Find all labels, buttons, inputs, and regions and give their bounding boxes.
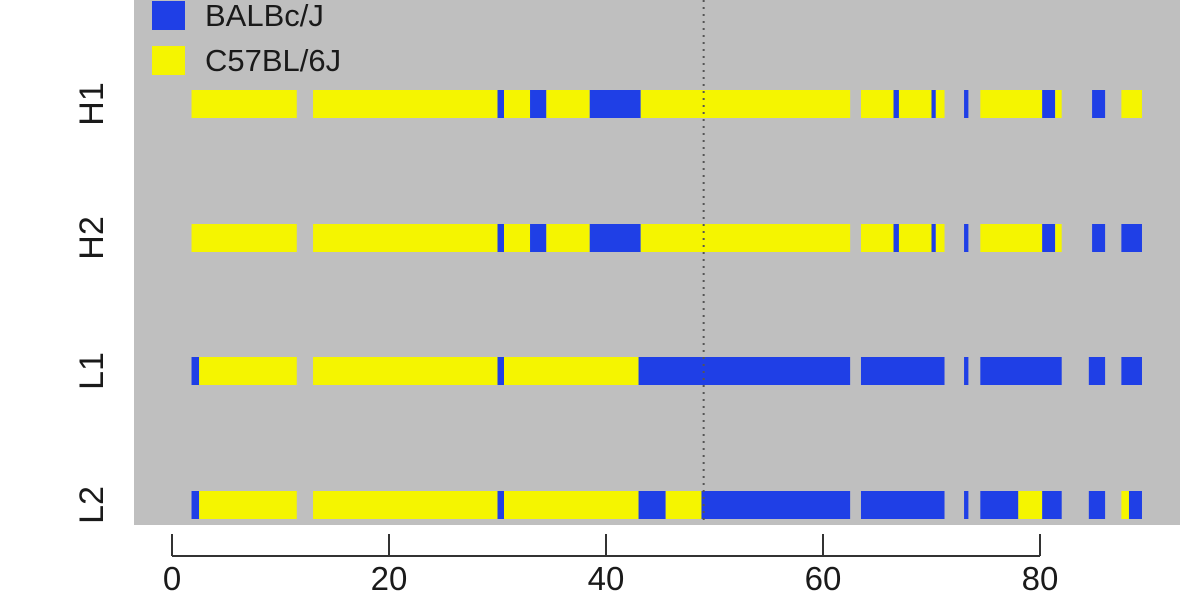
segment-l2-9-balbc-j	[964, 491, 969, 519]
segment-l2-11-c57bl-6j	[1018, 491, 1043, 519]
segment-l2-5-balbc-j	[638, 491, 666, 519]
segment-h1-8-c57bl-6j	[860, 90, 894, 118]
segment-l2-3-balbc-j	[497, 491, 505, 519]
track-label-l1: L1	[73, 352, 111, 390]
segment-l2-14-c57bl-6j	[1121, 491, 1129, 519]
segment-h1-5-c57bl-6j	[546, 90, 590, 118]
segment-h2-3-c57bl-6j	[504, 224, 531, 252]
x-tick-label-80: 80	[1022, 560, 1059, 597]
track-h1	[191, 90, 1142, 118]
segment-h1-0-c57bl-6j	[191, 90, 297, 118]
segment-h2-18-balbc-j	[1121, 224, 1142, 252]
legend-swatch-balbc-j	[152, 1, 185, 30]
x-tick-label-0: 0	[163, 560, 181, 597]
segment-h2-13-balbc-j	[964, 224, 969, 252]
segment-l1-4-c57bl-6j	[504, 357, 639, 385]
segment-h2-6-balbc-j	[589, 224, 641, 252]
segment-h1-18-c57bl-6j	[1121, 90, 1142, 118]
segment-l2-8-balbc-j	[860, 491, 945, 519]
segment-h1-2-balbc-j	[497, 90, 505, 118]
segment-l2-4-c57bl-6j	[504, 491, 639, 519]
segment-l1-6-balbc-j	[860, 357, 945, 385]
legend-label-balbc-j: BALBc/J	[205, 0, 324, 33]
segment-h1-16-c57bl-6j	[1055, 90, 1062, 118]
segment-l1-3-balbc-j	[497, 357, 505, 385]
legend-swatch-c57bl-6j	[152, 46, 185, 75]
segment-h1-4-balbc-j	[530, 90, 547, 118]
segment-h2-10-c57bl-6j	[898, 224, 932, 252]
segment-h1-3-c57bl-6j	[504, 90, 531, 118]
segment-l1-10-balbc-j	[1121, 357, 1142, 385]
segment-h1-6-balbc-j	[589, 90, 641, 118]
segment-l1-0-balbc-j	[191, 357, 200, 385]
x-tick-label-40: 40	[588, 560, 625, 597]
segment-h2-12-c57bl-6j	[935, 224, 945, 252]
track-area	[191, 90, 1142, 519]
segment-l2-6-c57bl-6j	[665, 491, 702, 519]
segment-h2-1-c57bl-6j	[313, 224, 498, 252]
segment-l2-12-balbc-j	[1042, 491, 1062, 519]
track-label-l2: L2	[73, 486, 111, 524]
x-axis: 0 20 40 60 80	[163, 534, 1059, 597]
segment-l2-0-balbc-j	[191, 491, 200, 519]
segment-h1-13-balbc-j	[964, 90, 969, 118]
segment-h2-17-balbc-j	[1092, 224, 1106, 252]
segment-h2-7-c57bl-6j	[640, 224, 851, 252]
track-l2	[191, 491, 1142, 519]
segment-h2-9-balbc-j	[893, 224, 899, 252]
segment-h1-11-balbc-j	[931, 90, 936, 118]
segment-l2-7-balbc-j	[701, 491, 851, 519]
segment-h2-5-c57bl-6j	[546, 224, 590, 252]
track-l1	[191, 357, 1142, 385]
segment-l2-1-c57bl-6j	[199, 491, 297, 519]
segment-h1-15-balbc-j	[1042, 90, 1056, 118]
segment-h1-1-c57bl-6j	[313, 90, 498, 118]
segment-h2-11-balbc-j	[931, 224, 936, 252]
track-h2	[191, 224, 1142, 252]
segment-h1-7-c57bl-6j	[640, 90, 851, 118]
segment-l2-15-balbc-j	[1128, 491, 1142, 519]
track-label-h1: H1	[73, 82, 111, 125]
segment-h2-2-balbc-j	[497, 224, 505, 252]
segment-h2-4-balbc-j	[530, 224, 547, 252]
plot-background	[134, 0, 1180, 525]
segment-h2-16-c57bl-6j	[1055, 224, 1062, 252]
segment-h1-17-balbc-j	[1092, 90, 1106, 118]
x-tick-label-20: 20	[371, 560, 408, 597]
segment-l1-8-balbc-j	[980, 357, 1062, 385]
segment-h2-8-c57bl-6j	[860, 224, 894, 252]
segment-l2-10-balbc-j	[980, 491, 1019, 519]
segment-h1-9-balbc-j	[893, 90, 899, 118]
segment-l1-2-c57bl-6j	[313, 357, 498, 385]
segment-h2-15-balbc-j	[1042, 224, 1056, 252]
segment-l1-9-balbc-j	[1088, 357, 1106, 385]
segment-l1-5-balbc-j	[638, 357, 851, 385]
segment-l1-1-c57bl-6j	[199, 357, 297, 385]
track-label-h2: H2	[73, 216, 111, 259]
segment-h1-14-c57bl-6j	[980, 90, 1043, 118]
segment-h1-12-c57bl-6j	[935, 90, 945, 118]
segment-l2-2-c57bl-6j	[313, 491, 498, 519]
legend-label-c57bl-6j: C57BL/6J	[205, 43, 341, 78]
track-labels: H1 H2 L1 L2	[73, 82, 111, 524]
segment-h2-14-c57bl-6j	[980, 224, 1043, 252]
segment-l1-7-balbc-j	[964, 357, 969, 385]
x-tick-label-60: 60	[805, 560, 842, 597]
segment-l2-13-balbc-j	[1088, 491, 1106, 519]
segment-h2-0-c57bl-6j	[191, 224, 297, 252]
legend: BALBc/J C57BL/6J	[152, 0, 341, 78]
segment-h1-10-c57bl-6j	[898, 90, 932, 118]
